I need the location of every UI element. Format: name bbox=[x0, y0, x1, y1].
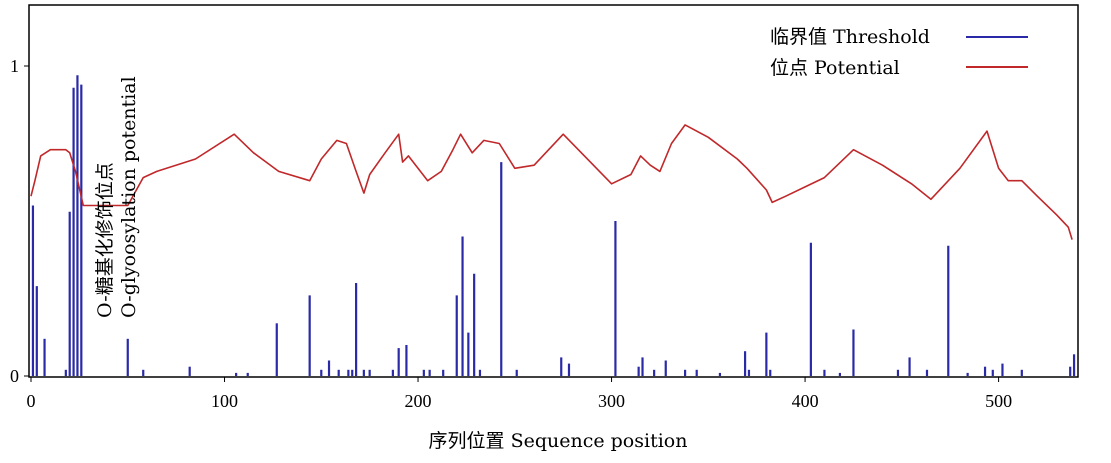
axis-ticks: 0 100 200 300 400 500 0 1 bbox=[10, 56, 1012, 411]
legend-label-threshold: 临界值 Threshold bbox=[770, 26, 930, 48]
legend: 临界值 Threshold 位点 Potential bbox=[770, 26, 1028, 79]
potential-line bbox=[30, 124, 1073, 240]
x-tick-label: 400 bbox=[792, 391, 819, 411]
x-tick-label: 300 bbox=[598, 391, 625, 411]
x-tick-label: 200 bbox=[405, 391, 432, 411]
x-tick-label: 500 bbox=[985, 391, 1012, 411]
x-axis-title: 序列位置 Sequence position bbox=[429, 430, 688, 452]
threshold-spikes bbox=[31, 75, 1076, 376]
y-tick-label: 1 bbox=[10, 56, 19, 76]
plot-frame bbox=[28, 4, 1079, 378]
legend-label-potential: 位点 Potential bbox=[770, 57, 900, 79]
y-axis-title-line2: O-glyoosylation potential bbox=[118, 76, 140, 318]
potential-line-layer bbox=[30, 124, 1073, 240]
x-tick-label: 100 bbox=[211, 391, 238, 411]
x-tick-label: 0 bbox=[27, 391, 36, 411]
y-tick-label: 0 bbox=[10, 366, 19, 386]
y-axis-title-line1: O-糖基化修饰位点 bbox=[94, 162, 116, 318]
